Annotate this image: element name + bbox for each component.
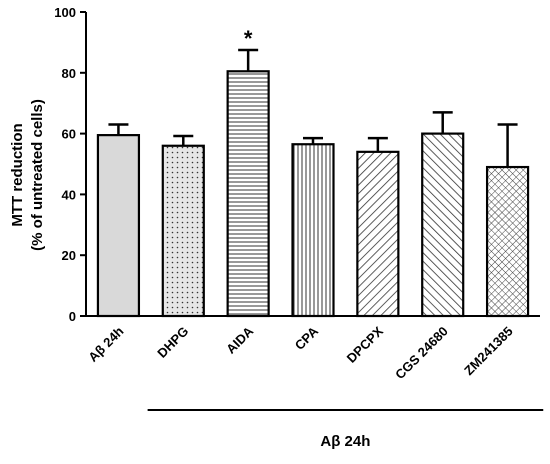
x-tick-label: DPCPX — [344, 323, 387, 366]
y-axis: 0 20 40 60 80 100 — [54, 5, 540, 324]
group-bracket-label: Aβ 24h — [320, 433, 370, 450]
y-axis-label-line1: MTT reduction — [9, 123, 26, 226]
x-tick-label: Aβ 24h — [85, 323, 126, 364]
bar — [96, 134, 141, 318]
bar — [421, 132, 465, 318]
bar — [291, 143, 335, 318]
x-tick-label: CPA — [292, 323, 322, 353]
bar — [161, 144, 205, 318]
bar — [226, 70, 270, 318]
x-tick-label: DHPG — [154, 324, 191, 361]
x-tick-label: AIDA — [223, 323, 257, 357]
bar — [485, 165, 530, 318]
y-axis-label-line2: (% of untreated cells) — [29, 99, 46, 251]
group-bracket: Aβ 24h — [147, 409, 544, 450]
y-tick-label: 20 — [62, 248, 76, 263]
y-tick-label: 60 — [62, 127, 76, 142]
bars: * — [96, 26, 530, 318]
x-tick-labels: Aβ 24h DHPG AIDA CPA DPCPX CGS 24680 ZM241385 — [85, 323, 515, 382]
significance-marker: * — [244, 26, 253, 51]
x-tick-label: CGS 24680 — [392, 324, 451, 383]
y-tick-label: 80 — [62, 66, 76, 81]
bar — [356, 150, 400, 318]
y-tick-label: 100 — [54, 5, 76, 20]
y-tick-label: 40 — [62, 187, 76, 202]
x-tick-label: ZM241385 — [461, 324, 516, 379]
y-tick-label: 0 — [69, 309, 76, 324]
